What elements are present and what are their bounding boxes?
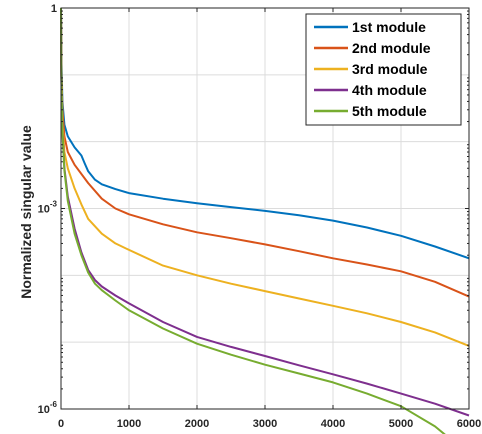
axis-ticks: 0 1000 2000 3000 4000 5000 6000 1 10-3 10-6 — [38, 3, 482, 430]
legend-label: 5th module — [352, 103, 427, 119]
series-layer — [60, 7, 470, 434]
x-tick-label: 3000 — [253, 418, 277, 430]
y-axis-label: Normalized singular value — [18, 125, 34, 299]
x-tick-label: 4000 — [321, 418, 345, 430]
x-tick-label: 1000 — [117, 418, 141, 430]
legend: 1st module 2nd module 3rd module 4th module… — [305, 13, 462, 126]
legend-label: 2nd module — [352, 40, 431, 56]
legend-label: 1st module — [352, 19, 426, 35]
y-tick-label: 10-6 — [38, 400, 58, 416]
series-line-2 — [60, 7, 470, 298]
y-tick-label: 10-3 — [38, 200, 58, 216]
legend-label: 3rd module — [352, 61, 428, 77]
x-tick-label: 5000 — [389, 418, 413, 430]
x-tick-label: 6000 — [457, 418, 481, 430]
x-tick-label: 2000 — [185, 418, 209, 430]
x-tick-label: 0 — [58, 418, 64, 430]
series-line-3 — [60, 7, 470, 347]
legend-label: 4th module — [352, 82, 427, 98]
y-tick-label: 1 — [51, 3, 57, 15]
series-line-5 — [60, 7, 446, 434]
series-line-1 — [60, 7, 470, 260]
